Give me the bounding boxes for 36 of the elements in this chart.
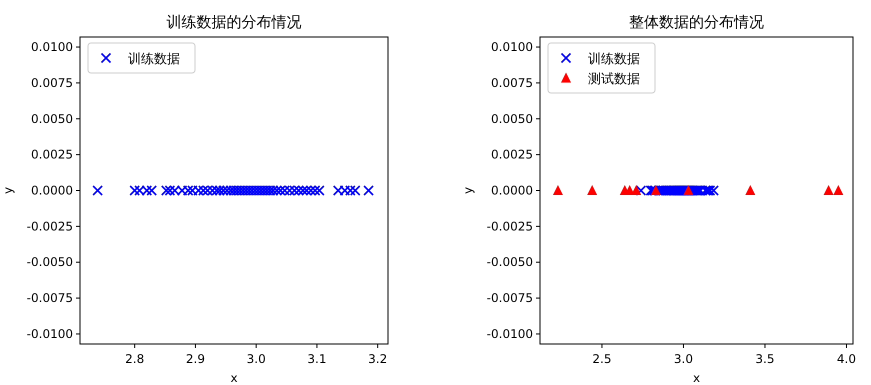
x-tick-label: 3.0 [246,352,266,366]
y-tick-label: -0.0100 [486,326,533,341]
x-axis-title: x [230,371,238,385]
y-axis-title: y [1,186,15,194]
y-tick-label: 0.0000 [491,184,533,198]
y-tick-label: -0.0050 [486,255,533,270]
legend-label: 训练数据 [588,52,640,67]
legend-label: 训练数据 [128,52,180,67]
y-tick-label: 0.0100 [491,40,533,54]
legend-label: 测试数据 [588,72,640,87]
y-tick-label: -0.0050 [26,255,73,270]
y-tick-label: -0.0025 [486,219,533,234]
chart-title: 训练数据的分布情况 [166,13,302,31]
y-tick-label: -0.0075 [486,291,533,306]
x-tick-label: 3.0 [674,352,694,366]
x-tick-label: 2.9 [186,352,205,366]
x-tick-label: 2.5 [592,352,612,366]
y-tick-label: 0.0075 [31,76,73,90]
x-tick-label: 4.0 [836,352,856,366]
y-tick-label: 0.0050 [31,112,73,126]
y-tick-label: -0.0025 [26,219,73,234]
y-tick-label: 0.0025 [31,148,73,162]
x-tick-label: 2.8 [125,352,144,366]
y-tick-label: -0.0075 [26,291,73,306]
y-axis-title: y [461,186,475,194]
y-tick-label: 0.0075 [491,76,533,90]
y-tick-label: 0.0000 [31,184,73,198]
y-tick-label: -0.0100 [26,326,73,341]
x-tick-label: 3.1 [307,352,326,366]
x-axis-title: x [692,371,700,385]
y-tick-label: 0.0050 [491,112,533,126]
x-tick-label: 3.2 [368,352,388,366]
y-tick-label: 0.0100 [31,40,73,54]
y-tick-label: 0.0025 [491,148,533,162]
chart-title: 整体数据的分布情况 [629,13,764,31]
x-tick-label: 3.5 [755,352,775,366]
